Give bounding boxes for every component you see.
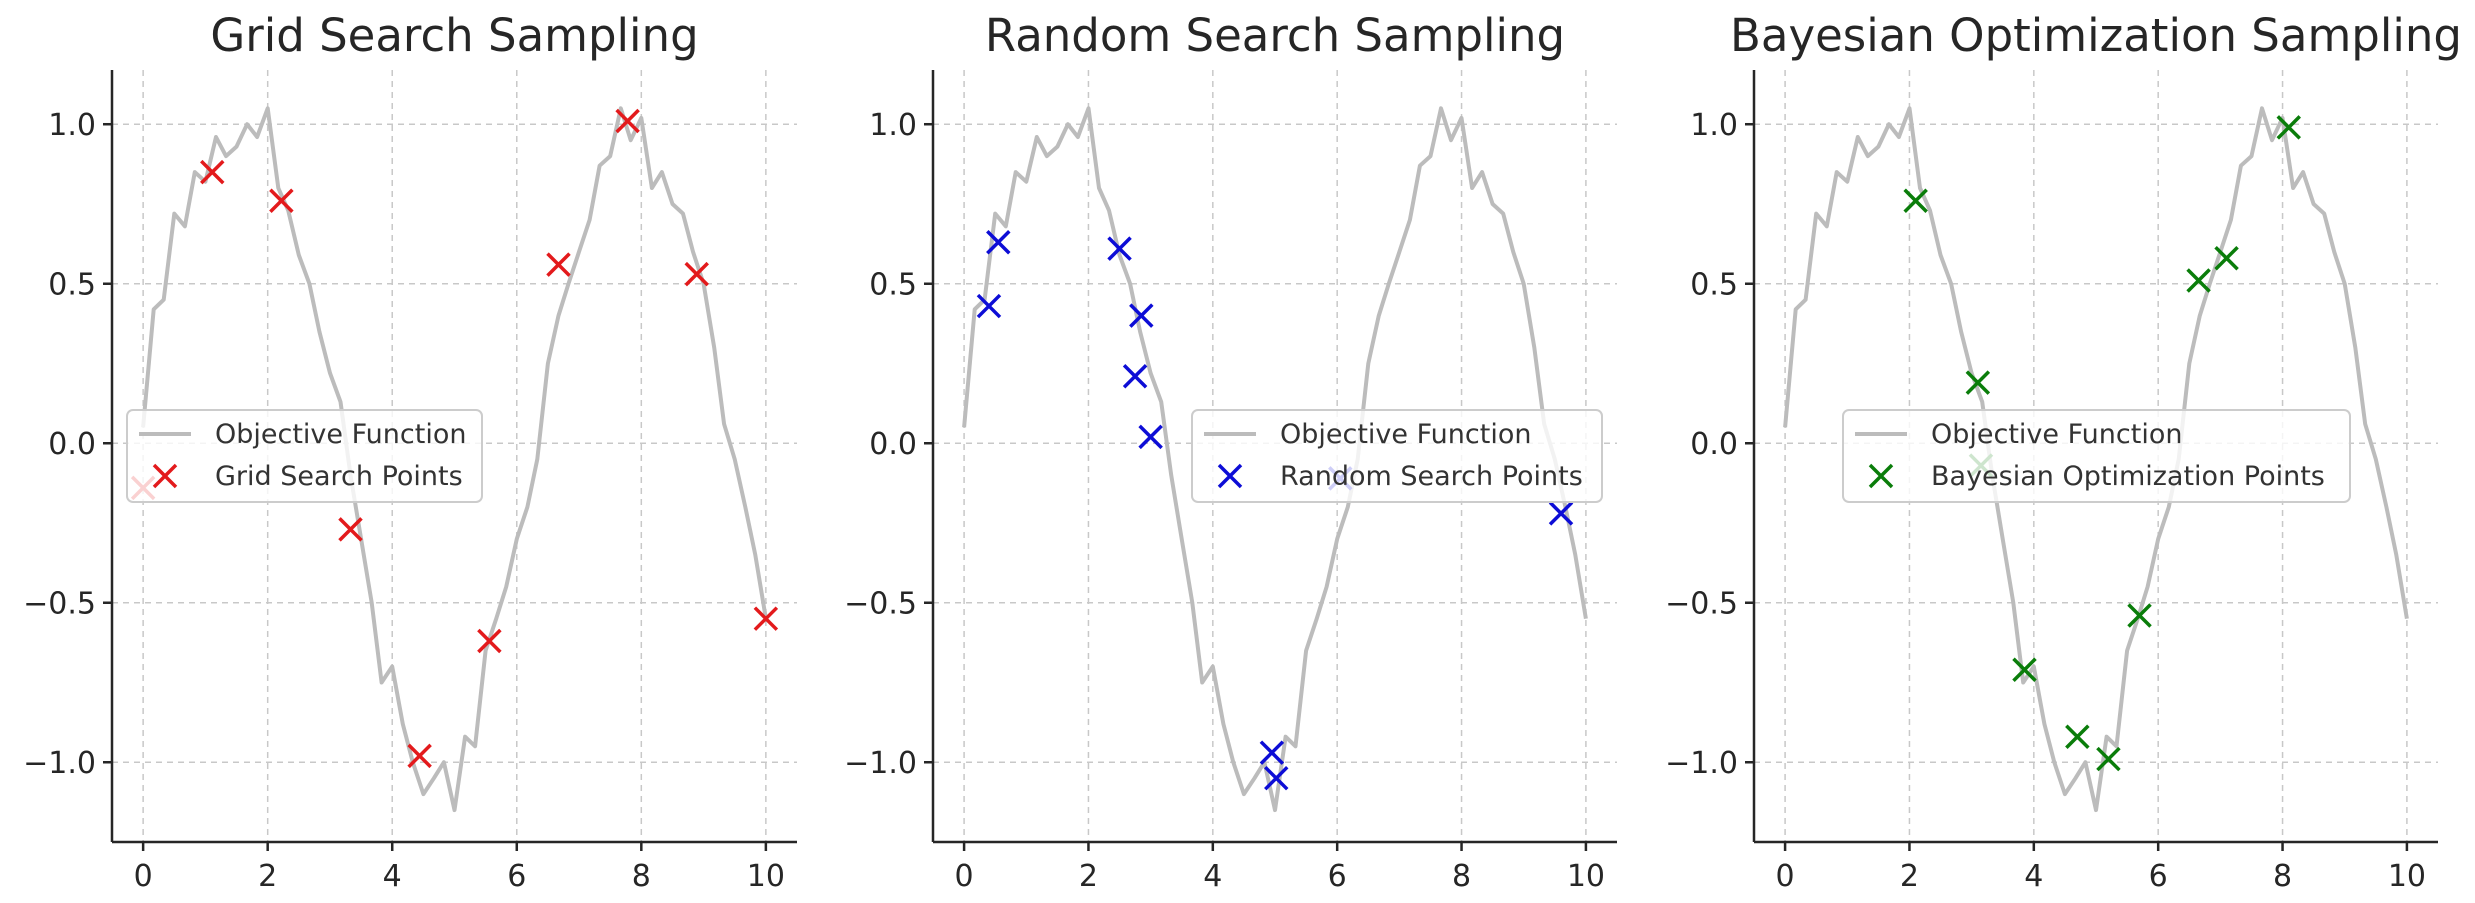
- sample-point-marker: [1548, 501, 1574, 526]
- sample-point-marker: [2127, 603, 2152, 628]
- y-tick-label: 0.0: [48, 427, 96, 462]
- legend-frame: [1842, 409, 2351, 503]
- legend-label: Random Search Points: [1280, 461, 1583, 492]
- sample-point-marker: [2065, 724, 2090, 749]
- legend-marker-swatch: [1868, 463, 1894, 489]
- chart-title: Grid Search Sampling: [210, 9, 698, 62]
- sample-point-marker: [2096, 746, 2121, 772]
- chart-title: Bayesian Optimization Sampling: [1730, 9, 2462, 62]
- subplot-grid-search: 0 2 4 6 8 10 −1.0 −0.5 0.0 0.5 1.0 Grid Search Samp…: [23, 9, 797, 894]
- sample-point-marker: [684, 261, 709, 287]
- sample-point-marker: [2186, 268, 2211, 293]
- x-tick-label: 4: [2024, 859, 2043, 894]
- x-tick-label: 0: [1776, 859, 1795, 894]
- sample-point-marker: [1965, 370, 1991, 395]
- x-tick-label: 2: [258, 859, 277, 894]
- sample-point-marker: [477, 628, 502, 654]
- sample-point-marker: [615, 108, 640, 134]
- y-tick-label: 1.0: [48, 108, 96, 143]
- x-tick-label: 6: [1328, 859, 1347, 894]
- y-tick-label: −1.0: [23, 746, 96, 781]
- sample-point-marker: [200, 159, 225, 185]
- legend-label: Objective Function: [215, 419, 466, 450]
- x-tick-label: 10: [2388, 859, 2426, 894]
- legend-label: Bayesian Optimization Points: [1931, 461, 2325, 492]
- x-tick-label: 10: [1567, 859, 1605, 894]
- x-tick-label: 6: [507, 859, 526, 894]
- sample-point-marker: [976, 293, 1002, 319]
- sample-point-marker: [338, 517, 363, 542]
- sample-point-marker: [546, 252, 571, 277]
- legend-marker-swatch: [1217, 463, 1243, 489]
- y-tick-label: 0.0: [1690, 427, 1738, 462]
- x-tick-label: 6: [2149, 859, 2168, 894]
- legend: Objective Function Grid Search Points: [126, 409, 483, 503]
- y-tick-label: 0.5: [48, 268, 96, 303]
- y-tick-label: 1.0: [1690, 108, 1738, 143]
- sample-point-marker: [1264, 765, 1289, 791]
- sample-point-marker: [1107, 236, 1132, 261]
- x-tick-label: 4: [1203, 859, 1222, 894]
- sample-point-marker: [1129, 303, 1154, 328]
- legend-frame: [1191, 409, 1603, 503]
- sample-point-marker: [2276, 115, 2301, 140]
- legend-label: Grid Search Points: [215, 461, 463, 492]
- sample-point-marker: [2214, 245, 2239, 271]
- objective-function-line: [962, 106, 1588, 813]
- sample-point-marker: [1122, 364, 1148, 389]
- y-tick-label: −1.0: [1665, 746, 1738, 781]
- sample-point-marker: [407, 743, 432, 769]
- x-tick-label: 2: [1079, 859, 1098, 894]
- x-tick-label: 4: [383, 859, 402, 894]
- legend-marker-swatch: [152, 463, 178, 489]
- x-tick-label: 8: [1452, 859, 1471, 894]
- y-tick-label: 0.5: [1690, 268, 1738, 303]
- y-tick-label: −0.5: [1665, 587, 1738, 622]
- x-tick-label: 10: [747, 859, 785, 894]
- legend-label: Objective Function: [1280, 419, 1531, 450]
- y-tick-label: 0.0: [869, 427, 917, 462]
- subplot-bayesian-optimization: 0 2 4 6 8 10 −1.0 −0.5 0.0 0.5 1.0 Bayesian Optimiz…: [1665, 9, 2462, 894]
- x-tick-label: 8: [2273, 859, 2292, 894]
- legend-label: Objective Function: [1931, 419, 2182, 450]
- objective-function-line: [1783, 106, 2409, 813]
- sample-point-marker: [986, 230, 1011, 255]
- x-tick-label: 0: [134, 859, 153, 894]
- x-tick-label: 0: [955, 859, 974, 894]
- x-tick-label: 2: [1900, 859, 1919, 894]
- y-tick-label: −1.0: [844, 746, 917, 781]
- sample-point-marker: [2012, 657, 2037, 682]
- sample-point-marker: [1138, 424, 1163, 450]
- y-tick-label: −0.5: [844, 587, 917, 622]
- sample-point-marker: [269, 188, 294, 214]
- sample-point-marker: [1903, 188, 1928, 214]
- chart-title: Random Search Sampling: [985, 9, 1565, 62]
- legend: Objective Function Bayesian Optimization …: [1842, 409, 2351, 503]
- subplot-random-search: 0 2 4 6 8 10 −1.0 −0.5 0.0 0.5 1.0 Random Search Sa…: [844, 9, 1617, 894]
- sample-point-marker: [1259, 740, 1285, 765]
- y-tick-label: 0.5: [869, 268, 917, 303]
- sample-point-marker: [753, 606, 779, 631]
- legend-frame: [126, 409, 483, 503]
- legend: Objective Function Random Search Points: [1191, 409, 1603, 503]
- objective-function-line: [141, 106, 768, 813]
- x-tick-label: 8: [632, 859, 651, 894]
- y-tick-label: 1.0: [869, 108, 917, 143]
- y-tick-label: −0.5: [23, 587, 96, 622]
